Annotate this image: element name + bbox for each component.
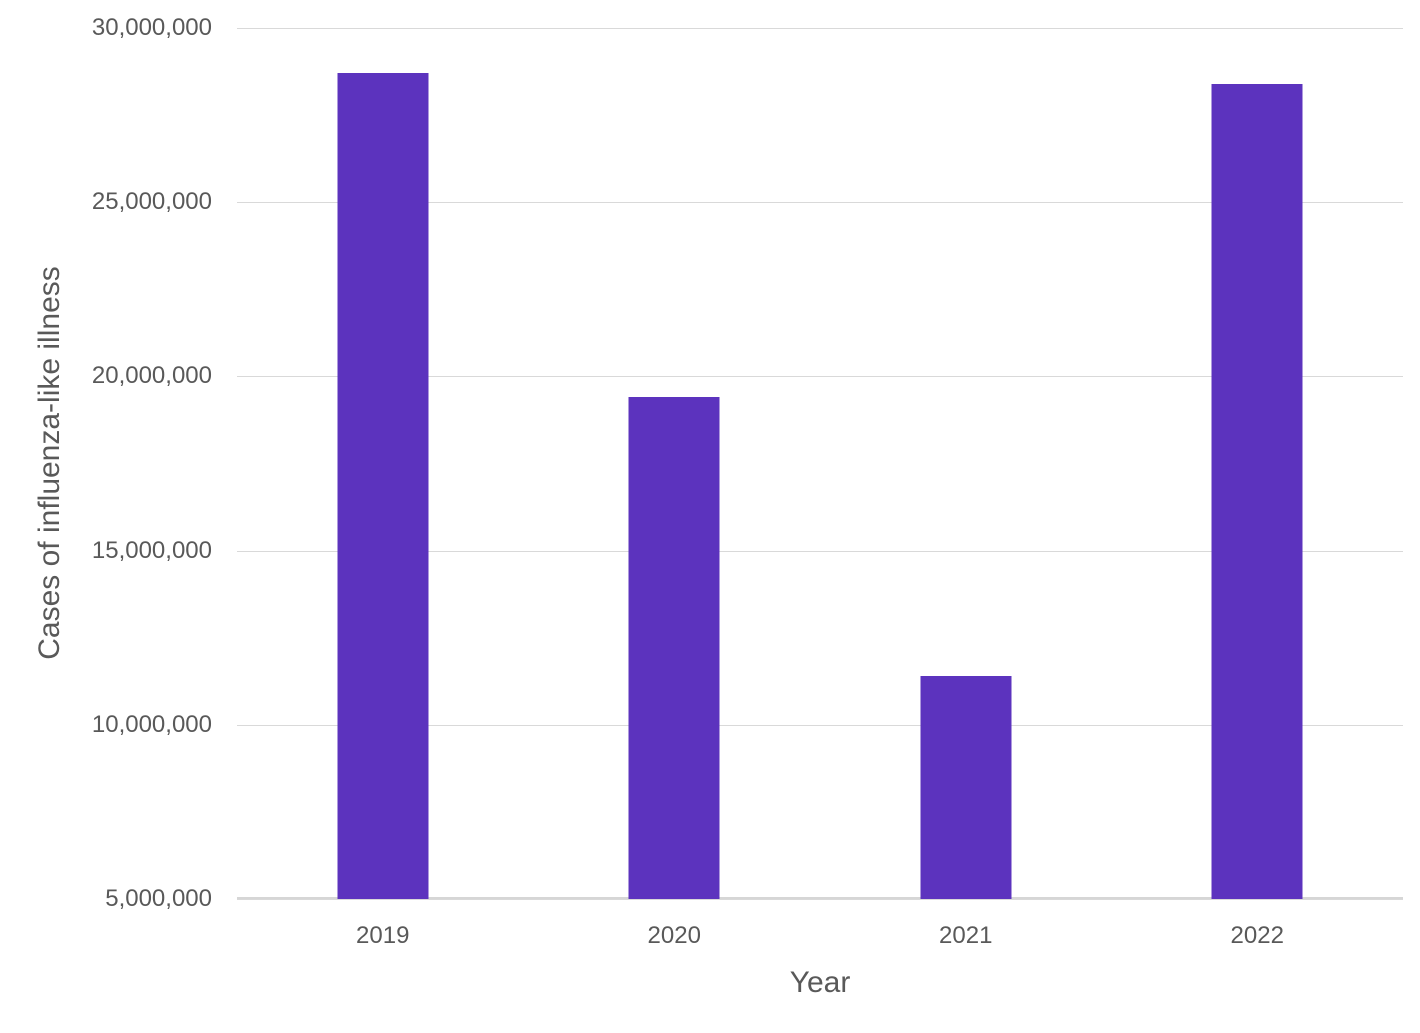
x-tick-label-2019: 2019 (356, 922, 410, 949)
y-tick-label-15000000: 15,000,000 (91, 536, 212, 564)
x-tick-label-2022: 2022 (1230, 922, 1284, 949)
x-tick-label-2020: 2020 (647, 922, 701, 949)
y-tick-label-20000000: 20,000,000 (91, 362, 212, 390)
y-tick-label-30000000: 30,000,000 (91, 14, 212, 41)
bar-2020 (628, 397, 720, 899)
y-tick-label-5000000: 5,000,000 (105, 885, 212, 912)
bar-2022 (1211, 83, 1303, 899)
y-tick-label-10000000: 10,000,000 (91, 710, 212, 738)
y-axis-tick-labels: 30,000,000 25,000,000 20,000,000 15,000,000… (0, 14, 212, 912)
gridline-10000000 (237, 724, 1403, 726)
gridline-20000000 (237, 376, 1403, 378)
gridline-25000000 (237, 202, 1403, 204)
bar-2021 (920, 676, 1012, 899)
gridline-30000000 (237, 28, 1403, 29)
x-axis-line (237, 897, 1403, 899)
plot-area (237, 28, 1403, 900)
y-tick-label-25000000: 25,000,000 (91, 188, 212, 216)
gridline-15000000 (237, 550, 1403, 552)
gridline-5000000 (237, 899, 1403, 900)
bar-2019 (337, 73, 429, 899)
x-axis-title: Year (789, 966, 851, 999)
x-axis-tick-labels: 2019 2020 2021 2022 (237, 922, 1403, 956)
x-tick-label-2021: 2021 (939, 922, 993, 949)
